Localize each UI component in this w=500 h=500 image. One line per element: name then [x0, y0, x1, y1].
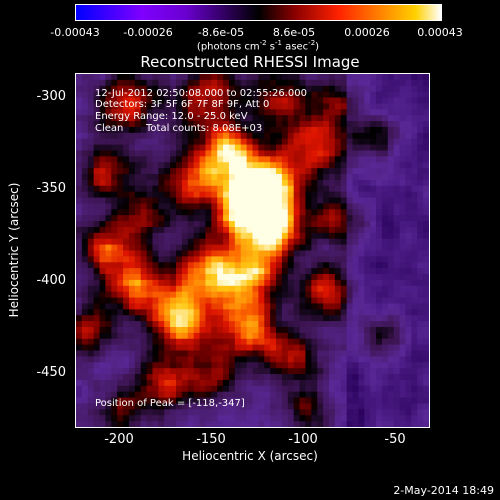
y-tick-label: -400	[36, 273, 66, 288]
y-tick-label: -350	[36, 181, 66, 196]
detectors-label: Detectors: 3F 5F 6F 7F 8F 9F, Att 0	[95, 99, 270, 110]
plot-title: Reconstructed RHESSI Image	[140, 53, 360, 71]
colorbar	[75, 4, 442, 21]
colorbar-unit: (photons cm-2 s-1 asec-2)	[196, 39, 320, 53]
total-counts-label: Total counts: 8.08E+03	[146, 123, 263, 134]
colorbar-tick: -0.00026	[123, 26, 173, 39]
y-tick-label: -300	[36, 89, 66, 104]
colorbar-tick: -0.00043	[50, 26, 100, 39]
x-tick-label: -200	[104, 432, 134, 447]
time-range-label: 12-Jul-2012 02:50:08.000 to 02:55:26.000	[95, 88, 307, 99]
colorbar-tick: 0.00026	[344, 26, 390, 39]
colorbar-tick: 0.00043	[417, 26, 463, 39]
colorbar-tick: 8.6e-05	[272, 26, 316, 39]
peak-position-label: Position of Peak = [-118,-347]	[95, 398, 245, 409]
heatmap-plot	[75, 73, 430, 428]
colorbar-tick: -8.6e-05	[197, 26, 245, 39]
x-tick-label: -150	[196, 432, 226, 447]
y-tick-label: -450	[36, 365, 66, 380]
x-axis-label: Heliocentric X (arcsec)	[182, 449, 318, 463]
x-tick-label: -100	[288, 432, 318, 447]
energy-range-label: Energy Range: 12.0 - 25.0 keV	[95, 111, 248, 122]
timestamp: 2-May-2014 18:49	[393, 484, 494, 497]
heatmap-image	[76, 74, 429, 427]
x-tick-label: -50	[384, 432, 406, 447]
clean-label: Clean	[95, 123, 124, 134]
y-axis-label: Heliocentric Y (arcsec)	[7, 182, 21, 318]
